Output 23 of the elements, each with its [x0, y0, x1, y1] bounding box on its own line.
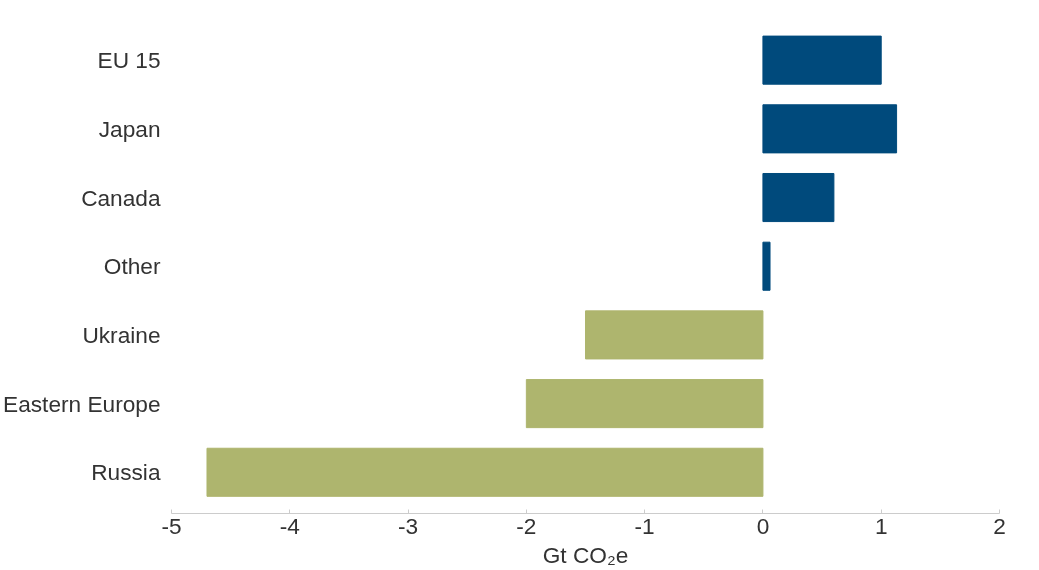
x-tick-label: -1 [634, 512, 655, 539]
y-tick-label: Canada [81, 184, 161, 211]
x-tick-label: -2 [516, 512, 537, 539]
bar [206, 447, 764, 497]
y-tick-label: Japan [98, 115, 161, 142]
x-tick-label: 0 [756, 512, 770, 539]
bar [762, 104, 898, 154]
bar [525, 379, 764, 429]
x-tick-label: 2 [993, 512, 1006, 539]
x-tick-label: -4 [279, 512, 300, 539]
bar [762, 241, 771, 291]
y-tick-label: Other [103, 253, 161, 280]
y-tick-label: Ukraine [82, 321, 161, 348]
y-tick-label: Eastern Europe [3, 390, 161, 417]
x-tick-label: -5 [161, 512, 182, 539]
y-tick-label: Russia [91, 459, 161, 486]
bar [762, 172, 835, 223]
x-tick-label: -3 [398, 512, 419, 539]
bar [585, 310, 764, 360]
y-tick-label: EU 15 [97, 47, 161, 74]
x-tick-label: 1 [874, 512, 888, 539]
bar [762, 35, 882, 85]
x-axis-title: Gt CO₂e [542, 541, 629, 568]
